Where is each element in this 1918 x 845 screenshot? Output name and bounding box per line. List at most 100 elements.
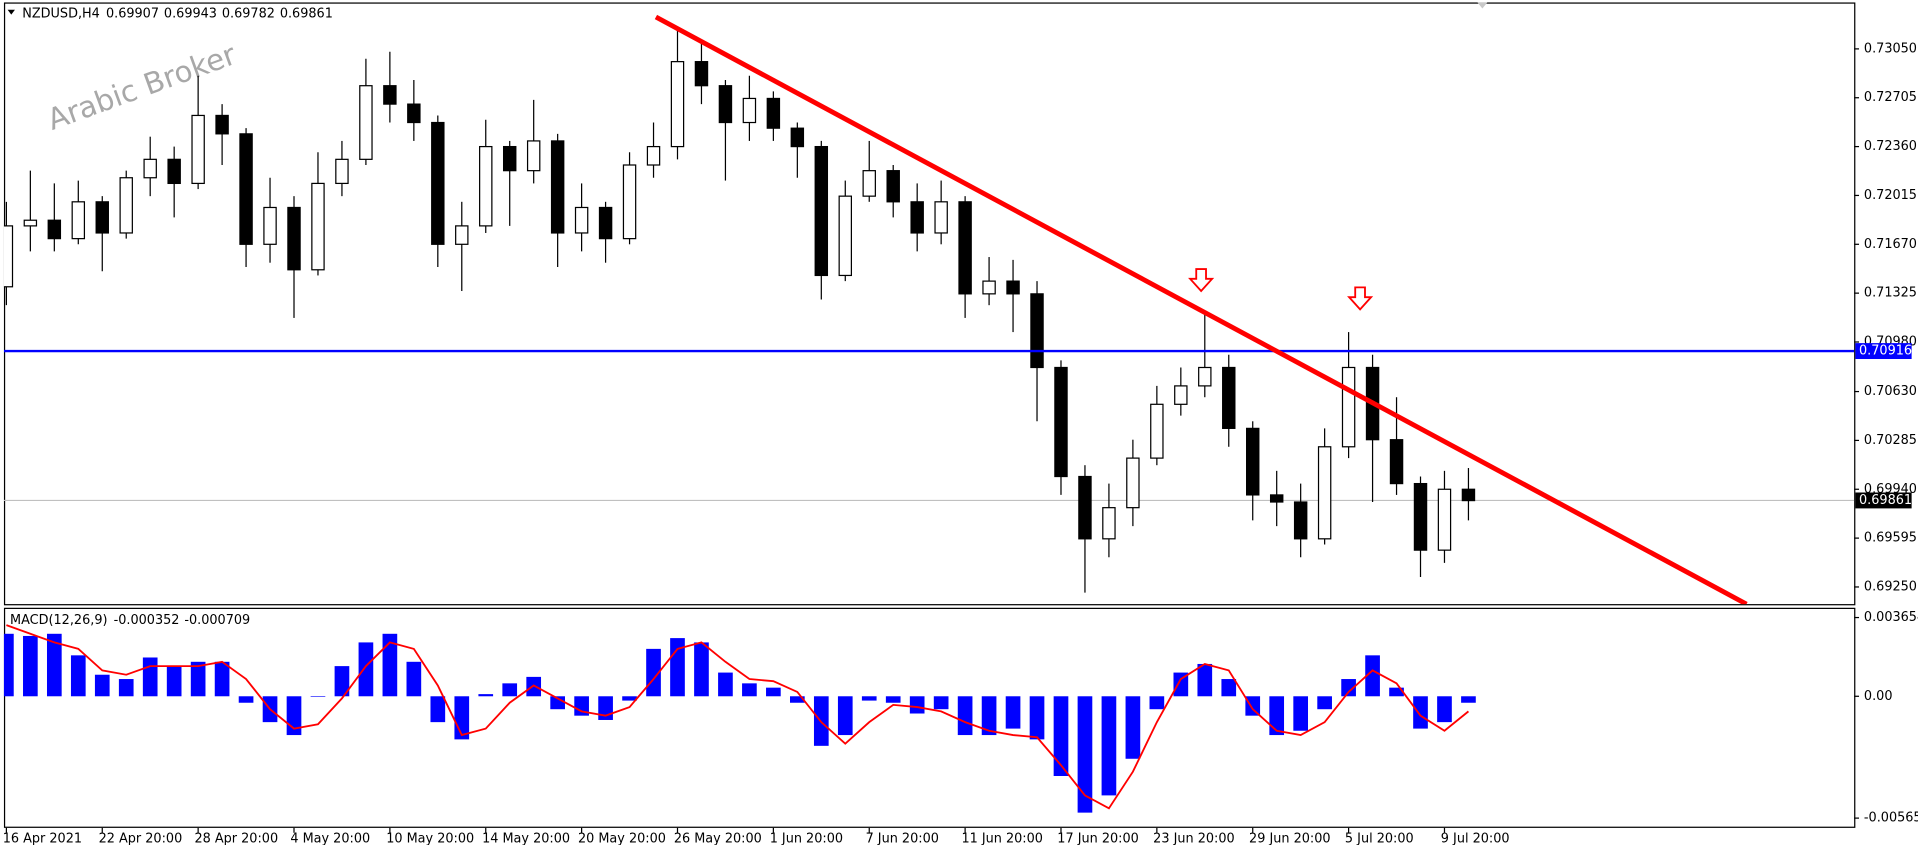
candle-body: [766, 97, 781, 129]
candle-body: [23, 219, 38, 227]
x-tick-label: 9 Jul 20:00: [1441, 831, 1510, 845]
x-tick-label: 17 Jun 20:00: [1057, 831, 1139, 845]
y-tick-label: 0.00: [1864, 689, 1893, 704]
candle-body: [1341, 366, 1356, 448]
candle-body: [550, 140, 565, 234]
candle-body: [502, 145, 517, 172]
shift-marker: [1477, 2, 1488, 9]
candle-body: [838, 195, 852, 277]
x-tick-label: 26 May 20:00: [674, 831, 762, 845]
macd-bar: [46, 633, 62, 697]
macd-bar: [358, 642, 374, 697]
macd-bar: [1389, 687, 1404, 697]
candle-body: [1389, 439, 1404, 485]
chart-header: NZDUSD,H4 0.69907 0.69943 0.69782 0.69861: [22, 6, 333, 21]
trendline: [654, 14, 1748, 605]
y-tick-label: 0.72015: [1864, 188, 1917, 203]
y-tick-label: 0.003654: [1864, 610, 1918, 625]
candle-body: [167, 158, 181, 185]
candle-body: [1198, 366, 1212, 387]
x-tick-label: 20 May 20:00: [578, 831, 666, 845]
candle-body: [574, 206, 589, 234]
macd-bar: [1149, 696, 1165, 710]
macd-value: -0.000352: [114, 612, 180, 627]
candle-body: [910, 201, 924, 234]
candle-body: [479, 145, 493, 227]
x-tick-label: 28 Apr 20:00: [194, 831, 278, 845]
macd-bar: [1341, 679, 1356, 697]
candle-body: [191, 114, 205, 185]
candle-body: [263, 206, 277, 245]
macd-bar: [622, 696, 637, 701]
macd-bar: [1029, 696, 1045, 740]
macd-bar: [1245, 696, 1261, 716]
macd-bar: [1221, 679, 1237, 697]
macd-bar: [1101, 696, 1117, 796]
macd-bar: [478, 694, 494, 697]
candle-body: [814, 145, 829, 277]
candle-body: [407, 103, 421, 124]
candle-body: [1293, 501, 1308, 540]
candle-body: [718, 85, 733, 124]
level-box: [1855, 343, 1912, 360]
candle-body: [1461, 488, 1476, 502]
y-tick-label: 0.71325: [1864, 286, 1917, 301]
macd-bar: [718, 672, 733, 697]
macd-panel: [3, 607, 1856, 828]
macd-bar: [1293, 696, 1309, 731]
candle-body: [982, 280, 996, 295]
macd-bar: [166, 666, 182, 697]
macd-bar: [382, 633, 398, 697]
candle-body: [646, 145, 661, 166]
macd-bar: [1437, 696, 1452, 723]
last-price-box: [1855, 492, 1912, 509]
candle-body: [958, 201, 972, 295]
y-tick-label: 0.69250: [1864, 579, 1917, 594]
macd-bar: [70, 655, 86, 697]
candle-body: [1054, 366, 1068, 478]
macd-bar: [430, 696, 446, 723]
candle-body: [1317, 446, 1332, 540]
macd-header: MACD(12,26,9) -0.000352 -0.000709: [10, 612, 250, 627]
candle-body: [862, 170, 876, 197]
x-tick-label: 23 Jun 20:00: [1153, 831, 1235, 845]
level-label: 0.70916: [1859, 344, 1912, 359]
candle-body: [95, 201, 109, 234]
macd-bar: [214, 661, 230, 697]
y-tick-label: -0.005654: [1864, 811, 1918, 826]
candle-body: [1126, 457, 1140, 509]
macd-bar: [1053, 696, 1069, 777]
y-tick-label: 0.69595: [1864, 531, 1917, 546]
candle-body: [455, 225, 469, 245]
candle-body: [311, 182, 325, 271]
arrow-down: [1188, 268, 1215, 293]
y-tick-label: 0.70630: [1864, 384, 1917, 399]
macd-bar: [861, 696, 877, 701]
candle-body: [71, 201, 86, 240]
candle-body: [1269, 494, 1284, 503]
candle-body: [790, 127, 805, 148]
candle-body: [1413, 482, 1428, 551]
macd-bar: [23, 635, 38, 697]
x-tick-label: 29 Jun 20:00: [1249, 831, 1331, 845]
last-price-label: 0.69861: [1859, 493, 1912, 508]
candle-body: [239, 133, 253, 245]
candle-body: [3, 225, 14, 288]
x-tick-label: 5 Jul 20:00: [1345, 831, 1414, 845]
menu-triangle: [7, 9, 15, 15]
candle-body: [598, 206, 613, 240]
y-tick-label: 0.71670: [1864, 237, 1917, 252]
macd-bar: [1173, 672, 1189, 697]
candle-body: [886, 170, 900, 203]
macd-bar: [1269, 696, 1285, 736]
macd-bar: [574, 696, 589, 716]
macd-bar: [933, 696, 949, 710]
signal-line: [6, 624, 1470, 810]
macd-bar: [1317, 696, 1332, 710]
macd-bar: [909, 696, 925, 714]
macd-bar: [334, 666, 350, 697]
header-value: 0.69861: [280, 6, 333, 21]
macd-bar: [1125, 696, 1141, 759]
candle-body: [670, 61, 685, 148]
x-tick-label: 16 Apr 2021: [3, 831, 82, 845]
